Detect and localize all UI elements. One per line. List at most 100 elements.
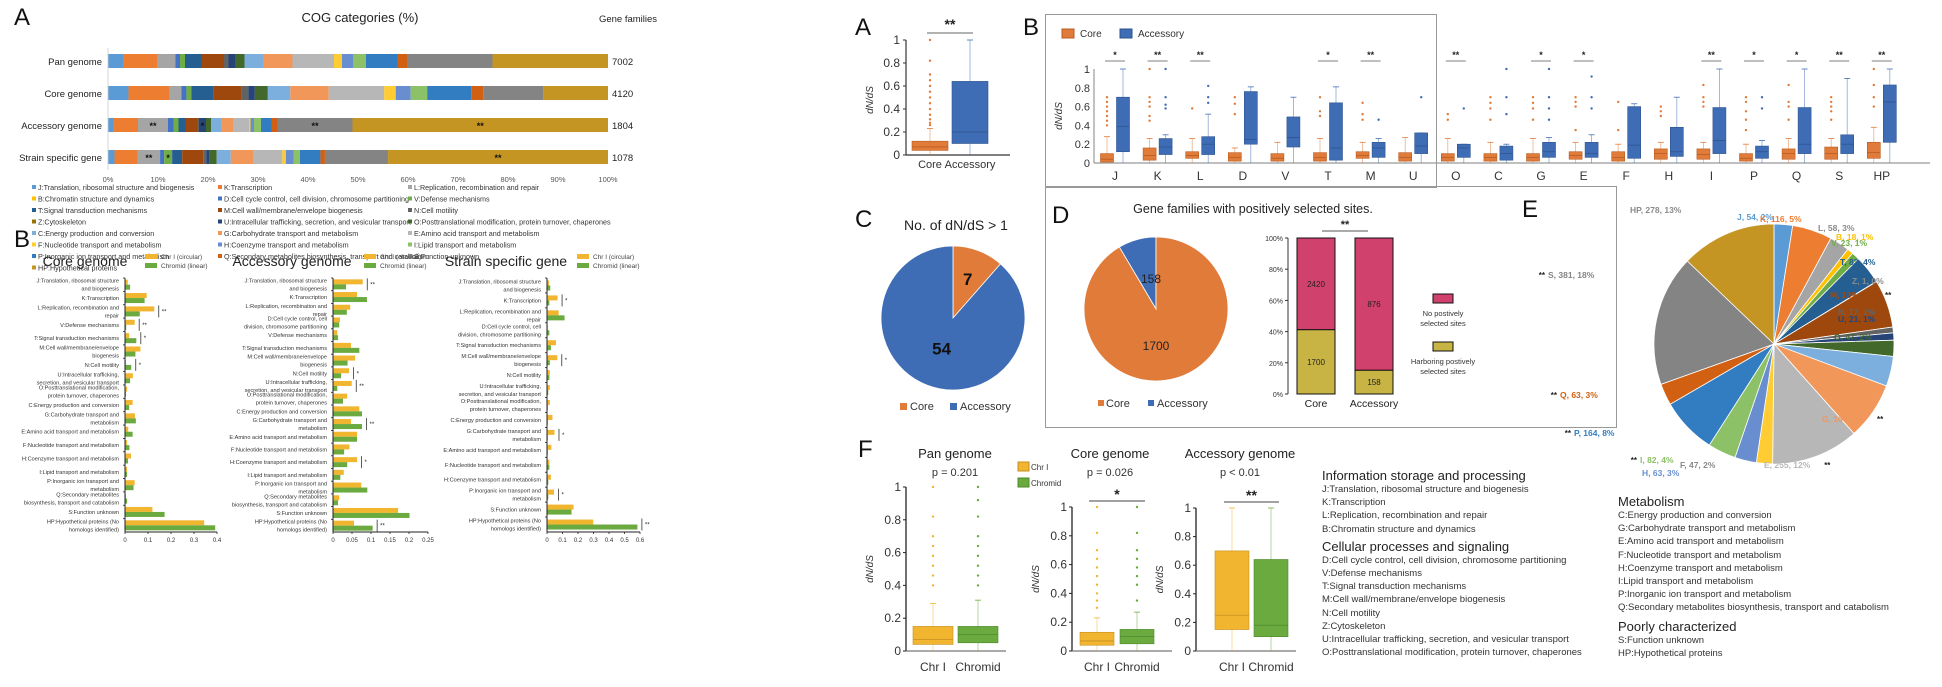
legend-swatch-d — [218, 196, 222, 201]
category-label: metabolism — [298, 490, 327, 496]
significance-star: ** — [380, 524, 385, 530]
bar-segment-t — [172, 150, 183, 164]
outlier-point — [1148, 114, 1151, 118]
bar-segment-p — [261, 118, 272, 132]
x-tick-label: Chr I — [1219, 660, 1245, 674]
p-value: p < 0.01 — [1220, 467, 1260, 479]
bar-chromid — [125, 445, 130, 451]
cog-group-item: L:Replication, recombination and repair — [1322, 510, 1488, 522]
bar-segment-no-selected — [1296, 237, 1336, 331]
legend-swatch-z — [32, 219, 36, 224]
box — [1781, 148, 1796, 160]
category-label: P:Inorganic ion transport and — [469, 489, 541, 495]
bar-chromid — [333, 360, 348, 366]
outlier-point — [928, 59, 932, 62]
bar-segment-h — [250, 118, 254, 132]
y-tick-label: 1 — [1060, 500, 1067, 514]
bar-segment-hp — [388, 150, 608, 164]
box — [1116, 96, 1130, 153]
box — [1739, 153, 1753, 162]
bar-segment-hp — [352, 118, 608, 132]
category-label: secretion, and vesicular transport — [459, 392, 542, 398]
row-label: Accessory genome — [21, 121, 102, 132]
significance-star: * — [1582, 50, 1586, 60]
significance-star: * — [144, 336, 147, 342]
bar-segment-f — [384, 86, 396, 100]
bar-segment-g — [230, 150, 254, 164]
legend-label: L:Replication, recombination and repair — [414, 183, 540, 192]
outlier-point — [931, 584, 935, 587]
outlier-point — [1590, 96, 1593, 99]
bar-chr1 — [125, 279, 128, 285]
category-label: O:Posttranslational modification, — [247, 393, 328, 399]
pie-right-e: J, 54, 2%K, 116, 5% L, 58, 3%B, 18, 1%V, … — [1539, 205, 1895, 478]
box — [1286, 116, 1301, 148]
data-label-l: L, 58, 3% — [1818, 223, 1855, 233]
outlier-point — [1574, 100, 1577, 104]
bar-chromid — [547, 390, 549, 396]
significance-star: ** — [1341, 219, 1350, 231]
outlier-point — [1233, 102, 1237, 105]
significance-star: * — [357, 371, 360, 377]
box — [1414, 132, 1428, 154]
significance-star: ** — [1565, 429, 1572, 438]
row-label: Strain specific gene — [19, 153, 102, 164]
bar-chr1 — [333, 355, 356, 361]
bar-chr1 — [125, 440, 128, 446]
outlier-point — [928, 38, 932, 42]
outlier-point — [1446, 112, 1450, 116]
chart-title: Core genome — [43, 253, 128, 269]
bar-chromid — [547, 285, 551, 291]
panel-letter-right-d: D — [1052, 202, 1070, 229]
significance-star: ** — [311, 121, 319, 131]
bar-chr1 — [547, 295, 558, 301]
category-label: K:Transcription — [504, 298, 541, 304]
y-tick-label: 40% — [1269, 330, 1283, 337]
category-label: D:Cell cycle control, cell — [268, 316, 327, 322]
y-tick-label: 0.2 — [1050, 615, 1067, 629]
bar-segment-k — [123, 54, 157, 68]
category-label: P:Inorganic ion transport and — [255, 482, 327, 488]
bar-chromid — [125, 378, 131, 384]
outlier-point — [1574, 128, 1577, 132]
outlier-point — [1135, 599, 1139, 602]
outlier-point — [1574, 96, 1577, 99]
y-tick-label: 0.4 — [1050, 586, 1067, 600]
outlier-point — [1135, 583, 1139, 586]
x-tick-label: Core — [918, 159, 942, 171]
bar-segment-t — [185, 54, 202, 68]
significance-star: ** — [1246, 487, 1257, 503]
outlier-point — [1505, 67, 1508, 71]
bar-segment-hp — [492, 54, 608, 68]
bar-chromid — [125, 471, 128, 477]
data-label-o: O, 47, 2% — [1834, 332, 1872, 342]
subplot-title: Pan genome — [918, 446, 992, 461]
outlier-point — [1420, 96, 1423, 99]
chart-title: Accessory genome — [232, 253, 351, 269]
outlier-point — [1787, 105, 1790, 108]
significance-star: ** — [1885, 291, 1892, 300]
bar-chromid — [547, 494, 549, 500]
legend-swatch-chr1 — [577, 254, 589, 259]
legend-label: N:Cell motility — [414, 206, 458, 215]
outlier-point — [1095, 599, 1099, 602]
bar-chr1 — [547, 385, 550, 391]
outlier-point — [1830, 105, 1833, 108]
cog-group-item: P:Inorganic ion transport and metabolism — [1618, 589, 1792, 601]
y-tick-label: 100% — [1265, 236, 1283, 243]
box — [951, 81, 989, 144]
outlier-point — [1318, 114, 1322, 118]
outlier-point — [1105, 96, 1109, 99]
outlier-point — [1744, 128, 1748, 132]
legend-label: No postively — [1423, 309, 1464, 318]
bar-chromid — [333, 398, 343, 404]
y-tick-label: 0.4 — [884, 578, 901, 592]
pie-slice-hp — [1686, 223, 1775, 345]
legend-label: O:Posttranslational modification, protei… — [414, 218, 611, 227]
bar-chromid — [125, 418, 136, 424]
bar-segment-m — [213, 86, 242, 100]
bar-chromid — [125, 324, 127, 330]
category-label: K:Transcription — [82, 296, 119, 302]
outlier-point — [1531, 107, 1535, 110]
x-tick-label: Chromid — [1248, 660, 1293, 674]
